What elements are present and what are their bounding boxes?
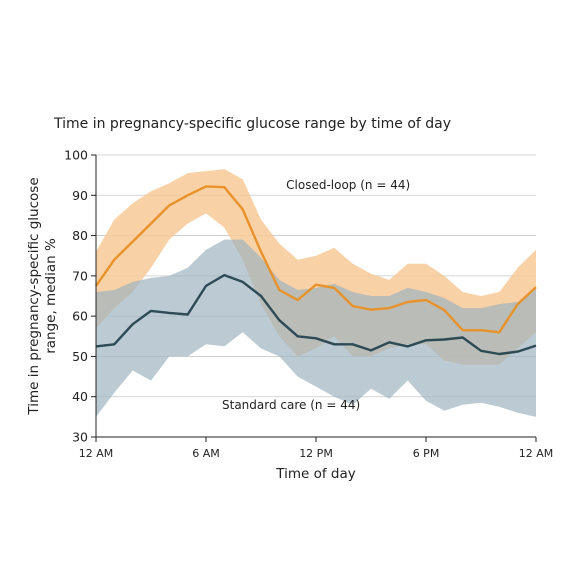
median-line [95, 273, 537, 356]
axes: 30 40 50 60 70 80 90 100 12 AM 6 AM 12 PM 6 PM 12 AM [64, 148, 553, 461]
chart-title: Time in pregnancy-specific glucose range… [54, 116, 452, 132]
series-label: Standard care (n = 44) [222, 398, 360, 412]
y-axis-label-line: range, median % [43, 238, 59, 354]
y-tick-label: 50 [72, 349, 88, 364]
y-tick-label: 80 [72, 228, 88, 243]
x-tick-label: 12 AM [519, 447, 554, 460]
iqr-band [96, 239, 536, 417]
y-tick-label: 90 [72, 188, 88, 203]
series-label: Closed-loop (n = 44) [286, 178, 410, 192]
y-axis-label-line: Time in pregnancy-specific glucose [26, 177, 42, 415]
y-tick-label: 40 [72, 389, 88, 404]
y-tick-label: 70 [72, 268, 88, 283]
x-tick-label: 6 PM [413, 447, 440, 460]
y-axis-label: Time in pregnancy-specific glucose range,… [26, 177, 59, 415]
median-lines [95, 185, 537, 356]
x-axis-label: Time of day [275, 466, 355, 482]
series-labels: Closed-loop (n = 44) Standard care (n = 4… [222, 178, 410, 412]
y-tick-label: 60 [72, 309, 88, 324]
y-tick-label: 100 [64, 148, 88, 163]
y-tick-label: 30 [72, 430, 88, 445]
x-tick-label: 6 AM [192, 447, 220, 460]
x-tick-label: 12 AM [79, 447, 114, 460]
confidence-bands [96, 169, 536, 417]
median-line [95, 185, 537, 334]
x-tick-label: 12 PM [299, 447, 333, 460]
